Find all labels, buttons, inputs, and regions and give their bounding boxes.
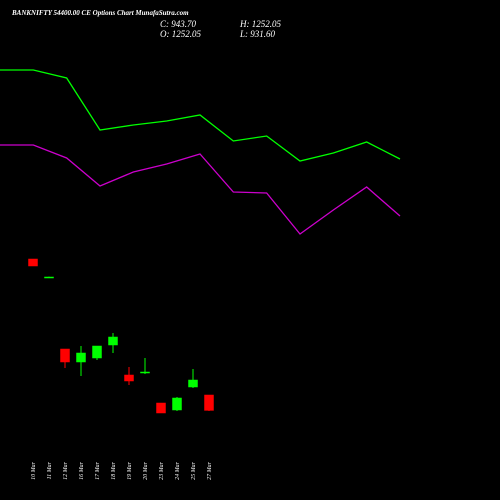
- x-tick-label: 18 Mar: [111, 461, 117, 479]
- x-tick-label: 16 Mar: [79, 461, 85, 479]
- x-tick-label: 27 Mar: [207, 461, 213, 479]
- candle-body: [204, 394, 214, 411]
- candle-body: [76, 352, 86, 363]
- x-tick-label: 10 Mar: [31, 461, 37, 479]
- candle-body: [60, 348, 70, 363]
- x-tick-label: 24 Mar: [174, 461, 181, 479]
- ohlc-annotation: O: 1252.05: [160, 29, 201, 39]
- x-tick-label: 12 Mar: [63, 461, 69, 479]
- x-tick-label: 11 Mar: [47, 461, 53, 479]
- chart-title: BANKNIFTY 54400.00 CE Options Chart Muna…: [11, 9, 189, 17]
- candle-body: [44, 276, 54, 279]
- x-tick-label: 25 Mar: [191, 461, 197, 479]
- ohlc-annotation: H: 1252.05: [239, 19, 281, 29]
- candle-body: [92, 345, 102, 359]
- candle-body: [172, 397, 182, 411]
- candle-body: [140, 371, 150, 374]
- candle-body: [124, 374, 134, 382]
- average-line: [0, 69, 401, 162]
- ohlc-annotation: C: 943.70: [160, 19, 197, 29]
- candle-body: [28, 258, 38, 267]
- average-line: [0, 144, 401, 235]
- ohlc-annotation: L: 931.60: [239, 29, 276, 39]
- x-tick-label: 23 Mar: [159, 461, 165, 479]
- x-tick-label: 17 Mar: [95, 461, 101, 479]
- x-tick-label: 20 Mar: [143, 461, 149, 479]
- candle-body: [188, 379, 198, 388]
- candle-body: [156, 402, 166, 414]
- candle-body: [108, 336, 118, 346]
- x-tick-label: 19 Mar: [127, 461, 133, 479]
